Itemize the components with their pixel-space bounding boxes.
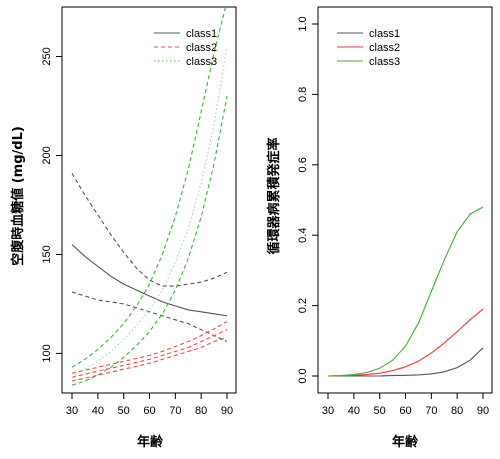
right-series-group bbox=[327, 206, 484, 377]
left-series-class1-upper-line bbox=[71, 173, 228, 287]
left-series-group bbox=[71, 7, 228, 386]
left-x-tick-label: 40 bbox=[92, 405, 104, 417]
left-series-class2-upper-line bbox=[71, 321, 228, 374]
right-x-axis-title: 年齢 bbox=[392, 434, 419, 450]
right-y-tick-label: 0.8 bbox=[297, 87, 309, 102]
left-series-class3-lower-line bbox=[71, 95, 228, 386]
right-y-tick-label: 0.4 bbox=[297, 228, 309, 243]
right-x-tick-label: 90 bbox=[477, 405, 489, 417]
right-legend-label-class3: class3 bbox=[369, 56, 400, 68]
right-x-tick-label: 70 bbox=[425, 405, 437, 417]
left-series-class2-estimate-line bbox=[71, 329, 228, 378]
right-y-ticks: 0.0 0.2 0.4 0.6 0.8 1.0 bbox=[297, 16, 318, 384]
left-y-tick-label: 250 bbox=[41, 47, 53, 65]
right-series-class1-line bbox=[328, 347, 484, 377]
left-x-tick-label: 50 bbox=[118, 405, 130, 417]
right-x-tick-label: 30 bbox=[322, 405, 334, 417]
right-plot-frame bbox=[317, 6, 493, 394]
right-series-class2-line bbox=[327, 308, 484, 377]
left-x-tick-label: 80 bbox=[195, 405, 207, 417]
right-legend-label-class1: class1 bbox=[369, 28, 400, 40]
left-series-class3-upper-line bbox=[71, 7, 227, 368]
left-series-class1-lower-line bbox=[71, 291, 228, 343]
right-legend: class1 class2 class3 bbox=[337, 28, 400, 68]
right-series-class3-line bbox=[327, 206, 484, 377]
right-x-tick-label: 50 bbox=[374, 405, 386, 417]
right-x-ticks: 30 40 50 60 70 80 90 bbox=[322, 393, 489, 417]
right-y-tick-label: 0.6 bbox=[297, 157, 309, 172]
left-x-ticks: 30 40 50 60 70 80 90 bbox=[66, 393, 233, 417]
right-chart: 30 40 50 60 70 80 90 0.0 0.2 0.4 0.6 0.8 1.0 年齢 循環器… bbox=[266, 6, 493, 450]
left-legend: class1 class2 class3 bbox=[154, 28, 217, 68]
right-y-tick-label: 0.2 bbox=[297, 298, 309, 313]
left-y-ticks: 100 150 200 250 bbox=[41, 47, 62, 363]
right-x-tick-label: 40 bbox=[348, 405, 360, 417]
right-y-tick-label: 0.0 bbox=[297, 368, 309, 383]
left-x-tick-label: 30 bbox=[66, 405, 78, 417]
left-legend-label-class2: class2 bbox=[186, 42, 217, 54]
right-legend-label-class2: class2 bbox=[369, 42, 400, 54]
left-y-tick-label: 200 bbox=[41, 146, 53, 164]
right-y-tick-label: 1.0 bbox=[297, 16, 309, 31]
left-series-class2-lower-line bbox=[71, 337, 228, 382]
left-series-class1-estimate-line bbox=[71, 244, 228, 317]
left-chart: 30 40 50 60 70 80 90 100 150 200 250 年齢 空腹時血糖値 (m… bbox=[10, 6, 237, 450]
left-series-class3-estimate-line bbox=[71, 46, 228, 378]
left-x-tick-label: 70 bbox=[169, 405, 181, 417]
left-x-tick-label: 60 bbox=[143, 405, 155, 417]
left-y-tick-label: 150 bbox=[41, 245, 53, 263]
left-y-tick-label: 100 bbox=[41, 344, 53, 362]
left-y-axis-title: 空腹時血糖値 (mg/dL) bbox=[10, 126, 26, 266]
right-x-tick-label: 80 bbox=[451, 405, 463, 417]
right-x-tick-label: 60 bbox=[399, 405, 411, 417]
left-x-tick-label: 90 bbox=[221, 405, 233, 417]
left-x-axis-title: 年齢 bbox=[137, 434, 164, 450]
right-y-axis-title: 循環器病累積発症率 bbox=[266, 137, 282, 254]
left-legend-label-class1: class1 bbox=[186, 28, 217, 40]
left-legend-label-class3: class3 bbox=[186, 56, 217, 68]
